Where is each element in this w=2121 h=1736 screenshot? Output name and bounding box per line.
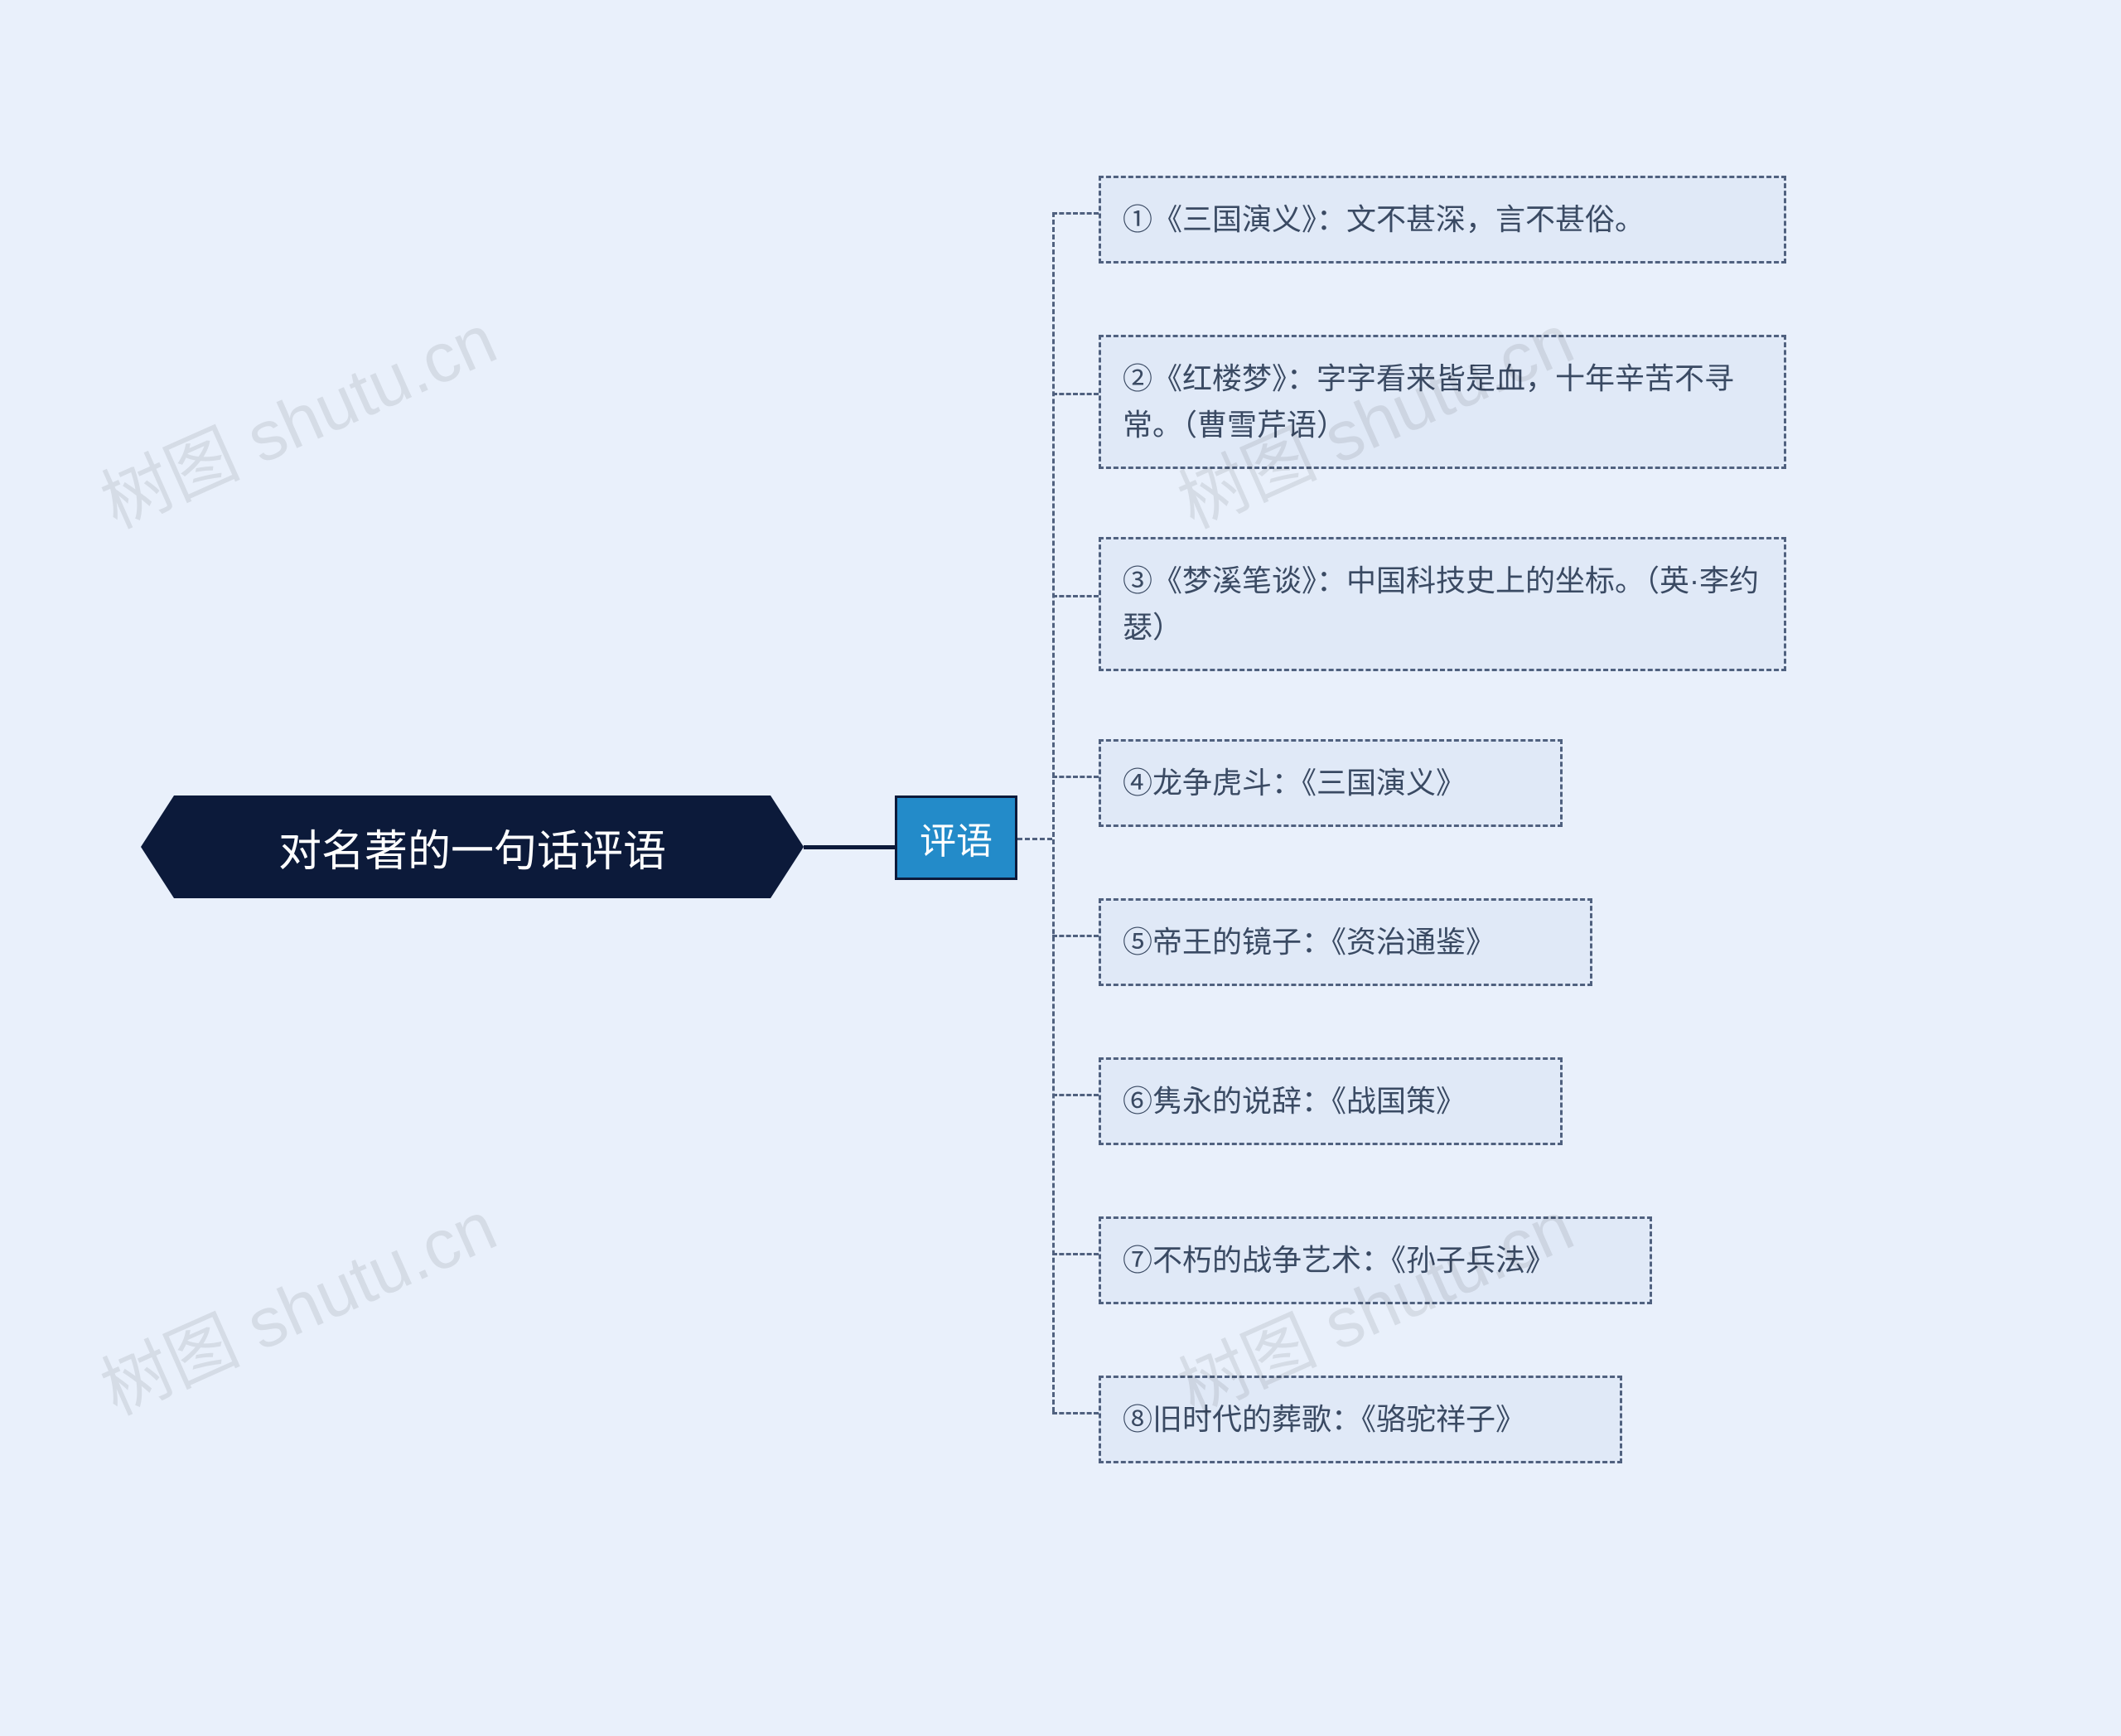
leaf-label: ⑧旧时代的葬歌：《骆驼祥子》	[1123, 1396, 1525, 1443]
branch-node: 评语	[895, 795, 1017, 880]
connector-leaf	[1052, 935, 1099, 937]
leaf-node: ⑥隽永的说辞：《战国策》	[1099, 1057, 1563, 1145]
leaf-node: ⑤帝王的镜子：《资治通鉴》	[1099, 898, 1592, 986]
watermark: 树图 shutu.cn	[84, 284, 510, 548]
connector-mid-stub	[1017, 838, 1052, 840]
root-label: 对名著的一句话评语	[278, 816, 666, 878]
connector-leaf	[1052, 1253, 1099, 1255]
branch-label: 评语	[920, 811, 993, 864]
root-node: 对名著的一句话评语	[174, 795, 771, 898]
connector-leaf	[1052, 393, 1099, 395]
leaf-node: ⑧旧时代的葬歌：《骆驼祥子》	[1099, 1376, 1622, 1463]
leaf-label: ③《梦溪笔谈》：中国科技史上的坐标。（英·李约瑟）	[1123, 558, 1762, 650]
connector-leaf	[1052, 595, 1099, 597]
leaf-label: ④龙争虎斗：《三国演义》	[1123, 760, 1466, 806]
connector-leaf	[1052, 1412, 1099, 1414]
leaf-node: ④龙争虎斗：《三国演义》	[1099, 739, 1563, 827]
leaf-label: ⑥隽永的说辞：《战国策》	[1123, 1078, 1466, 1124]
leaf-label: ⑤帝王的镜子：《资治通鉴》	[1123, 919, 1495, 965]
connector-leaf	[1052, 212, 1099, 215]
watermark: 树图 shutu.cn	[84, 1171, 510, 1434]
connector-leaf	[1052, 1094, 1099, 1096]
connector-leaf	[1052, 776, 1099, 778]
mindmap-canvas: 对名著的一句话评语 评语 ①《三国演义》：文不甚深，言不甚俗。②《红楼梦》：字字…	[0, 0, 2121, 1736]
leaf-label: ①《三国演义》：文不甚深，言不甚俗。	[1123, 196, 1645, 243]
leaf-node: ①《三国演义》：文不甚深，言不甚俗。	[1099, 176, 1786, 264]
connector-trunk	[1052, 212, 1055, 1412]
connector-root-mid	[804, 845, 895, 849]
leaf-node: ③《梦溪笔谈》：中国科技史上的坐标。（英·李约瑟）	[1099, 537, 1786, 671]
